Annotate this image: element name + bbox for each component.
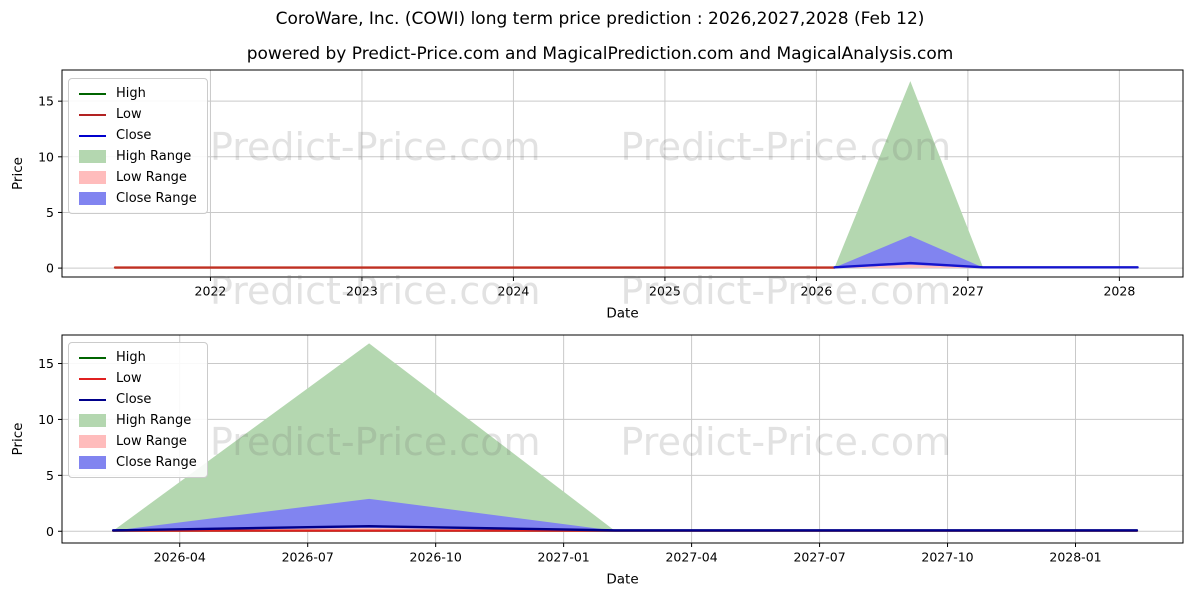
page-subtitle: powered by Predict-Price.com and Magical… — [246, 44, 954, 64]
legend-label-low: Low — [116, 371, 142, 386]
legend-label-close-range: Close Range — [116, 455, 197, 470]
legend-label-close: Close — [116, 128, 152, 143]
legend-item-low: Low — [79, 371, 197, 386]
y-tick-label: 5 — [46, 468, 54, 483]
series-line-close — [833, 261, 1139, 269]
legend-swatch-low-range — [79, 435, 106, 448]
x-tick-label: 2027-01 — [538, 550, 590, 565]
legend-item-high-range: High Range — [79, 149, 197, 164]
legend-swatch-low-range — [79, 171, 106, 184]
y-axis: 0 5 10 15 — [38, 356, 62, 539]
y-axis-label: Price — [10, 423, 26, 456]
series-area-close-range — [834, 235, 984, 268]
y-tick-label: 10 — [38, 149, 54, 164]
legend-item-close: Close — [79, 128, 197, 143]
y-tick-label: 0 — [46, 524, 54, 539]
x-axis-label: Date — [606, 306, 638, 322]
legend-label-low-range: Low Range — [116, 434, 187, 449]
legend-label-high: High — [116, 350, 146, 365]
x-tick-label: 2027-07 — [793, 550, 845, 565]
chart-prediction-detail: 2026-04 2026-07 2026-10 2027-01 2027-04 2027-… — [10, 334, 1184, 588]
x-tick-label: 2024 — [498, 284, 530, 299]
legend-label-close: Close — [116, 392, 152, 407]
x-tick-label: 2028-01 — [1049, 550, 1101, 565]
y-tick-label: 15 — [38, 94, 54, 109]
y-axis-label: Price — [10, 157, 26, 190]
x-tick-label: 2025 — [649, 284, 681, 299]
x-tick-label: 2026-04 — [154, 550, 206, 565]
legend-item-close: Close — [79, 392, 197, 407]
legend-item-low-range: Low Range — [79, 170, 197, 185]
legend-swatch-close-range — [79, 192, 106, 205]
x-axis: 2026-04 2026-07 2026-10 2027-01 2027-04 2027-… — [154, 543, 1102, 565]
x-tick-label: 2023 — [346, 284, 378, 299]
x-tick-label: 2027-04 — [665, 550, 717, 565]
legend-item-low: Low — [79, 107, 197, 122]
legend-item-close-range: Close Range — [79, 191, 197, 206]
legend-item-high-range: High Range — [79, 413, 197, 428]
legend-swatch-close-range — [79, 456, 106, 469]
legend-item-close-range: Close Range — [79, 455, 197, 470]
plot-frame — [61, 334, 1184, 544]
legend-label-close-range: Close Range — [116, 191, 197, 206]
legend-yearly: High Low Close High Range Low Range Close Ran… — [68, 78, 208, 214]
series-area-close-range — [113, 498, 615, 531]
plot-frame — [61, 69, 1184, 278]
series-line-close — [111, 525, 1139, 532]
legend-item-low-range: Low Range — [79, 434, 197, 449]
x-tick-label: 2026 — [800, 284, 832, 299]
legend-swatch-low — [79, 377, 106, 380]
legend-item-high: High — [79, 350, 197, 365]
y-tick-label: 0 — [46, 261, 54, 276]
x-axis-label: Date — [606, 572, 638, 588]
legend-label-low: Low — [116, 107, 142, 122]
chart-yearly-overview: 2022 2023 2024 2025 2026 2027 2028 0 5 10 15 Date Pr… — [10, 69, 1184, 322]
y-axis: 0 5 10 15 — [38, 94, 62, 276]
legend-swatch-high — [79, 92, 106, 95]
series-area-low-range — [834, 264, 984, 268]
legend-label-high-range: High Range — [116, 413, 192, 428]
x-tick-label: 2026-10 — [410, 550, 462, 565]
legend-label-high-range: High Range — [116, 149, 192, 164]
x-tick-label: 2027-10 — [921, 550, 973, 565]
x-tick-label: 2027 — [952, 284, 984, 299]
legend-label-low-range: Low Range — [116, 170, 187, 185]
x-axis: 2022 2023 2024 2025 2026 2027 2028 — [195, 277, 1135, 299]
legend-swatch-high-range — [79, 150, 106, 163]
legend-swatch-close — [79, 398, 106, 401]
x-tick-label: 2028 — [1103, 284, 1135, 299]
legend-label-high: High — [116, 86, 146, 101]
y-tick-label: 5 — [46, 205, 54, 220]
legend-swatch-low — [79, 113, 106, 116]
legend-detail: High Low Close High Range Low Range Close Ran… — [68, 342, 208, 478]
legend-item-high: High — [79, 86, 197, 101]
x-tick-label: 2026-07 — [282, 550, 334, 565]
legend-swatch-close — [79, 134, 106, 137]
x-tick-label: 2022 — [195, 284, 227, 299]
legend-swatch-high-range — [79, 414, 106, 427]
y-tick-label: 15 — [38, 356, 54, 371]
page-title: CoroWare, Inc. (COWI) long term price pr… — [275, 9, 925, 29]
y-tick-label: 10 — [38, 412, 54, 427]
series-area-high-range — [113, 343, 615, 531]
series-area-high-range — [834, 81, 984, 268]
legend-swatch-high — [79, 356, 106, 359]
gridlines — [62, 70, 1183, 277]
